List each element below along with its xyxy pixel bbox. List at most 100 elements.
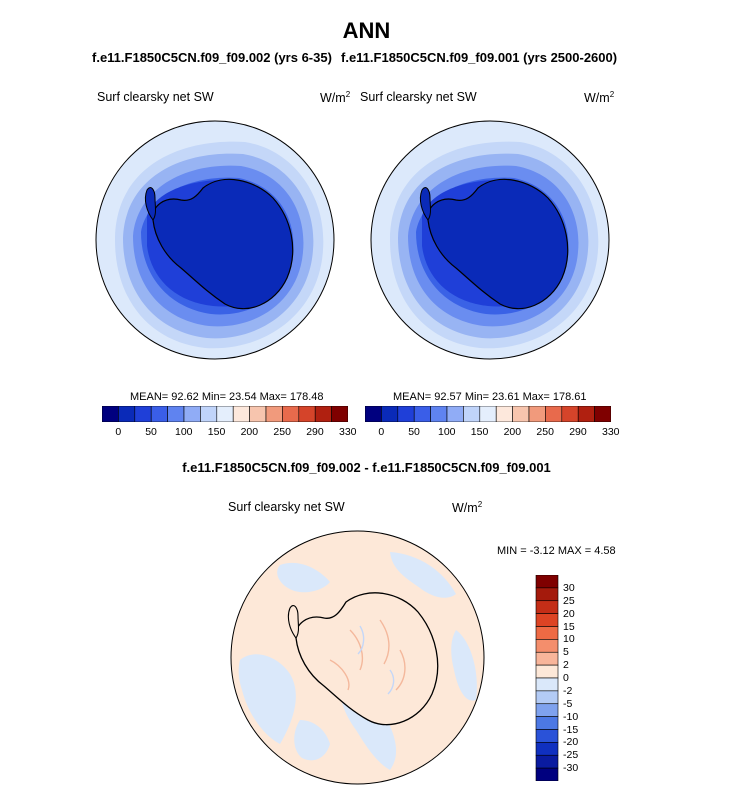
- panel3-units: W/m2: [452, 500, 483, 515]
- panel1-cbar-label: 200: [240, 426, 259, 438]
- panel1-colorbar-cell: [102, 406, 119, 422]
- panel1-units: W/m2: [320, 90, 351, 105]
- panel2-cbar-label: 100: [438, 426, 456, 438]
- panel3-colorbar-cell: [535, 575, 559, 589]
- panel3-colorbar-cell: [535, 729, 559, 743]
- panel1-colorbar-cell: [298, 406, 316, 422]
- page-title: ANN: [342, 18, 391, 43]
- difference-title: f.e11.F1850C5CN.f09_f09.002 - f.e11.F185…: [182, 460, 551, 475]
- panel3-cbar-label: 2: [563, 659, 569, 672]
- panel2-colorbar-cell: [528, 406, 546, 422]
- panel1-colorbar-cell: [249, 406, 267, 422]
- right-case-subtitle: f.e11.F1850C5CN.f09_f09.001 (yrs 2500-26…: [341, 50, 618, 65]
- panel1-colorbar-cell: [167, 406, 185, 422]
- panel1-colorbar-cell: [265, 406, 283, 422]
- panel2-stats: MEAN= 92.57 Min= 23.61 Max= 178.61: [393, 391, 587, 403]
- panel2-peninsula: [419, 187, 431, 221]
- panel3-title: Surf clearsky net SW: [228, 500, 345, 514]
- panel1-colorbar-cell: [183, 406, 201, 422]
- panel2-colorbar-cell: [594, 406, 611, 422]
- panel2-cbar-label: 250: [536, 426, 554, 438]
- panel1-cbar-label: 0: [115, 426, 122, 438]
- panel3-colorbar-cell: [535, 703, 559, 717]
- panel3-cbar-label: 20: [563, 607, 575, 620]
- panel3-polar-map: [230, 530, 485, 785]
- panel3-negative-patch: [390, 552, 456, 598]
- panel2-cbar-label: 150: [470, 426, 489, 438]
- panel3-map-border: [230, 530, 485, 785]
- panel1-colorbar-cell: [282, 406, 300, 422]
- panel2-colorbar-cell: [446, 406, 464, 422]
- panel1-colorbar: [102, 406, 348, 422]
- panel3-colorbar-cell: [535, 664, 559, 679]
- panel2-cbar-label: 290: [569, 426, 587, 438]
- panel3-stats: MIN = -3.12 MAX = 4.58: [497, 545, 616, 557]
- panel3-cbar-label: 25: [563, 594, 575, 607]
- panel3-negative-patch: [238, 654, 296, 744]
- panel1-colorbar-cell: [314, 406, 332, 422]
- panel3-cbar-label: -25: [563, 749, 579, 762]
- panel3-negative-patch: [277, 562, 330, 593]
- panel1-colorbar-cell: [216, 406, 234, 422]
- panel2-colorbar-cell: [397, 406, 415, 422]
- panel2-colorbar-cell: [561, 406, 579, 422]
- panel2-colorbar-cell: [381, 406, 399, 422]
- panel3-colorbar-cell: [535, 690, 559, 705]
- panel1-colorbar-cell: [134, 406, 152, 422]
- panel1-colorbar-cell: [331, 406, 348, 422]
- panel2-cbar-label: 50: [408, 426, 420, 438]
- panel1-cbar-label: 50: [145, 426, 157, 438]
- panel3-cbar-label: 30: [563, 581, 575, 594]
- panel1-map-border: [95, 120, 335, 360]
- panel3-noise-contours: [357, 625, 395, 695]
- panel2-colorbar-cell: [545, 406, 563, 422]
- left-case-subtitle: f.e11.F1850C5CN.f09_f09.002 (yrs 6-35): [92, 50, 332, 65]
- panel2-colorbar-cell: [463, 406, 481, 422]
- panel1-stats: MEAN= 92.62 Min= 23.54 Max= 178.48: [130, 391, 324, 403]
- panel2-colorbar-cell: [577, 406, 595, 422]
- panel1-title: Surf clearsky net SW: [97, 90, 214, 104]
- panel1-cbar-label: 250: [273, 426, 291, 438]
- panel2-polar-map: [370, 120, 610, 360]
- panel3-cbar-label: -30: [563, 762, 579, 775]
- panel3-cbar-label: -10: [563, 710, 579, 723]
- panel1-antarctica: [152, 178, 294, 310]
- panel3-cbar-label: 0: [563, 672, 569, 684]
- panel2-antarctica: [427, 178, 569, 310]
- panel1-colorbar-cell: [150, 406, 168, 422]
- panel3-colorbar-cell: [535, 742, 559, 756]
- panel1-polar-map: [95, 120, 335, 360]
- panel2-units: W/m2: [584, 90, 615, 105]
- panel2-colorbar-cell: [365, 406, 382, 422]
- panel3-cbar-label: -20: [563, 736, 579, 749]
- panel1-colorbar-cell: [232, 406, 250, 422]
- panel3-colorbar-labels: 30 25 20 15 10 5 2 0 -2 -5 -10 -15 -20 -…: [563, 575, 603, 781]
- panel3-colorbar-cell: [535, 754, 559, 769]
- panel2-title: Surf clearsky net SW: [360, 90, 477, 104]
- panel2-colorbar: [365, 406, 611, 422]
- panel3-colorbar: [535, 575, 559, 781]
- panel3-colorbar-cell: [535, 600, 559, 614]
- panel1-cbar-label: 100: [175, 426, 193, 438]
- panel3-cbar-label: 15: [563, 620, 575, 633]
- panel1-cbar-label: 330: [339, 426, 357, 438]
- panel3-negative-patch: [451, 630, 477, 701]
- panel3-colorbar-cell: [535, 626, 559, 640]
- panel3-cbar-label: -15: [563, 723, 579, 736]
- panel2-map-border: [370, 120, 610, 360]
- panel2-colorbar-labels: 0 50 100 150 200 250 290 330: [365, 426, 619, 440]
- panel2-cbar-label: 0: [378, 426, 385, 438]
- panel3-colorbar-cell: [535, 613, 559, 627]
- panel2-colorbar-cell: [512, 406, 530, 422]
- panel1-cbar-label: 290: [306, 426, 324, 438]
- panel3-colorbar-cell: [535, 677, 559, 692]
- panel3-colorbar-cell: [535, 716, 559, 730]
- panel3-peninsula: [287, 605, 300, 639]
- panel2-cbar-label: 330: [602, 426, 620, 438]
- panel3-cbar-label: -2: [563, 684, 573, 697]
- panel1-peninsula: [144, 187, 156, 221]
- panel1-colorbar-cell: [118, 406, 136, 422]
- panel3-colorbar-cell: [535, 767, 559, 781]
- panel2-colorbar-cell: [413, 406, 431, 422]
- panel3-cbar-label: -5: [563, 697, 573, 710]
